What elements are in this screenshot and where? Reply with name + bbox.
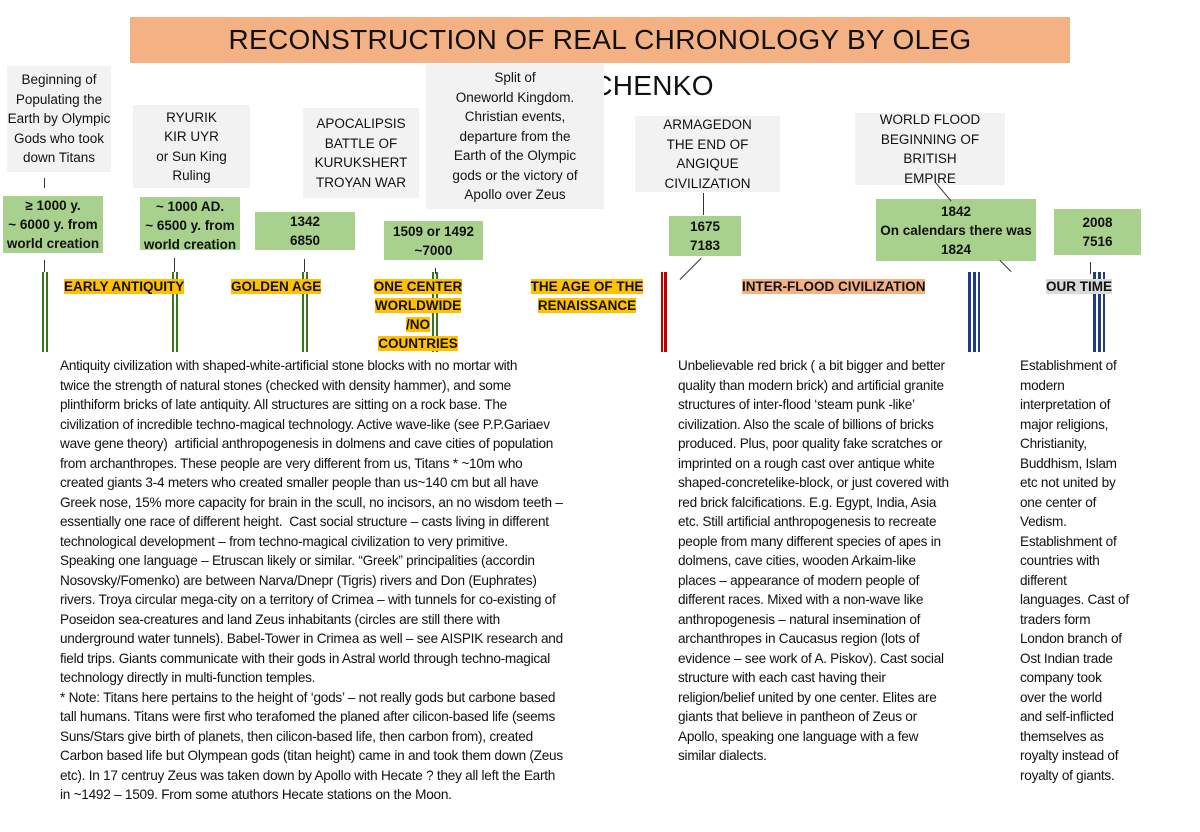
- connector-line: [304, 259, 305, 272]
- blue-timeline-bar: [1093, 272, 1105, 352]
- date-box-1509: 1509 or 1492 ~7000: [384, 221, 483, 260]
- interflood-description: Unbelievable red brick ( a bit bigger an…: [678, 358, 949, 763]
- event-box-apocalipsis: APOCALIPSIS BATTLE OF KURUKSHERT TROYAN …: [303, 108, 419, 198]
- red-timeline-bar: [661, 272, 667, 352]
- connector-line: [703, 193, 704, 215]
- era-text: EARLY ANTIQUITY: [64, 279, 185, 294]
- date-box-1000y: ≥ 1000 y. ~ 6000 y. from world creation: [3, 196, 103, 253]
- era-text: INTER-FLOOD CIVILIZATION: [742, 279, 926, 294]
- date-box-1675: 1675 7183: [669, 216, 741, 256]
- connector-line: [435, 268, 436, 274]
- connector-line: [174, 258, 175, 272]
- era-text: OUR TIME: [1046, 279, 1112, 294]
- green-timeline-bar: [302, 272, 308, 352]
- date-box-1000ad: ~ 1000 AD. ~ 6500 y. from world creation: [140, 197, 240, 250]
- date-box-1342: 1342 6850: [255, 212, 355, 250]
- era-label-early-antiquity: EARLY ANTIQUITY: [64, 277, 185, 296]
- connector-line: [1090, 262, 1091, 274]
- event-box-populating: Beginning of Populating the Earth by Oly…: [7, 66, 111, 172]
- era-label-inter-flood: INTER-FLOOD CIVILIZATION: [742, 277, 926, 296]
- era-label-renaissance: THE AGE OF THE RENAISSANCE: [522, 277, 652, 315]
- connector-line: [679, 258, 702, 280]
- event-box-split: Split of Oneworld Kingdom. Christian eve…: [426, 64, 604, 209]
- event-box-ryurik: RYURIK KIR UYR or Sun King Ruling: [133, 105, 250, 188]
- blue-timeline-bar: [968, 272, 980, 352]
- date-box-1842: 1842 On calendars there was 1824: [876, 199, 1036, 261]
- era-text: THE AGE OF THE RENAISSANCE: [530, 279, 644, 313]
- era-label-our-time: OUR TIME: [1046, 277, 1112, 296]
- connector-line: [44, 178, 45, 188]
- antiquity-description: Antiquity civilization with shaped-white…: [60, 358, 563, 802]
- our-time-description: Establishment of modern interpretation o…: [1020, 358, 1129, 783]
- date-box-2008: 2008 7516: [1054, 209, 1141, 255]
- era-label-golden-age: GOLDEN AGE: [231, 277, 322, 296]
- era-text: ONE CENTER WORLDWIDE /NO COUNTRIES: [373, 279, 463, 351]
- connector-line: [44, 260, 45, 272]
- connector-line: [999, 259, 1012, 273]
- event-box-world-flood: WORLD FLOOD BEGINNING OF BRITISH EMPIRE: [855, 112, 1005, 186]
- diagram-title: RECONSTRUCTION OF REAL CHRONOLOGY BY OLE…: [130, 17, 1070, 101]
- era-label-one-center: ONE CENTER WORLDWIDE /NO COUNTRIES: [362, 277, 474, 353]
- event-box-armagedon: ARMAGEDON THE END OF ANGIQUE CIVILIZATIO…: [635, 116, 780, 192]
- era-text: GOLDEN AGE: [231, 279, 322, 294]
- green-timeline-bar: [42, 272, 48, 352]
- green-timeline-bar: [172, 272, 178, 352]
